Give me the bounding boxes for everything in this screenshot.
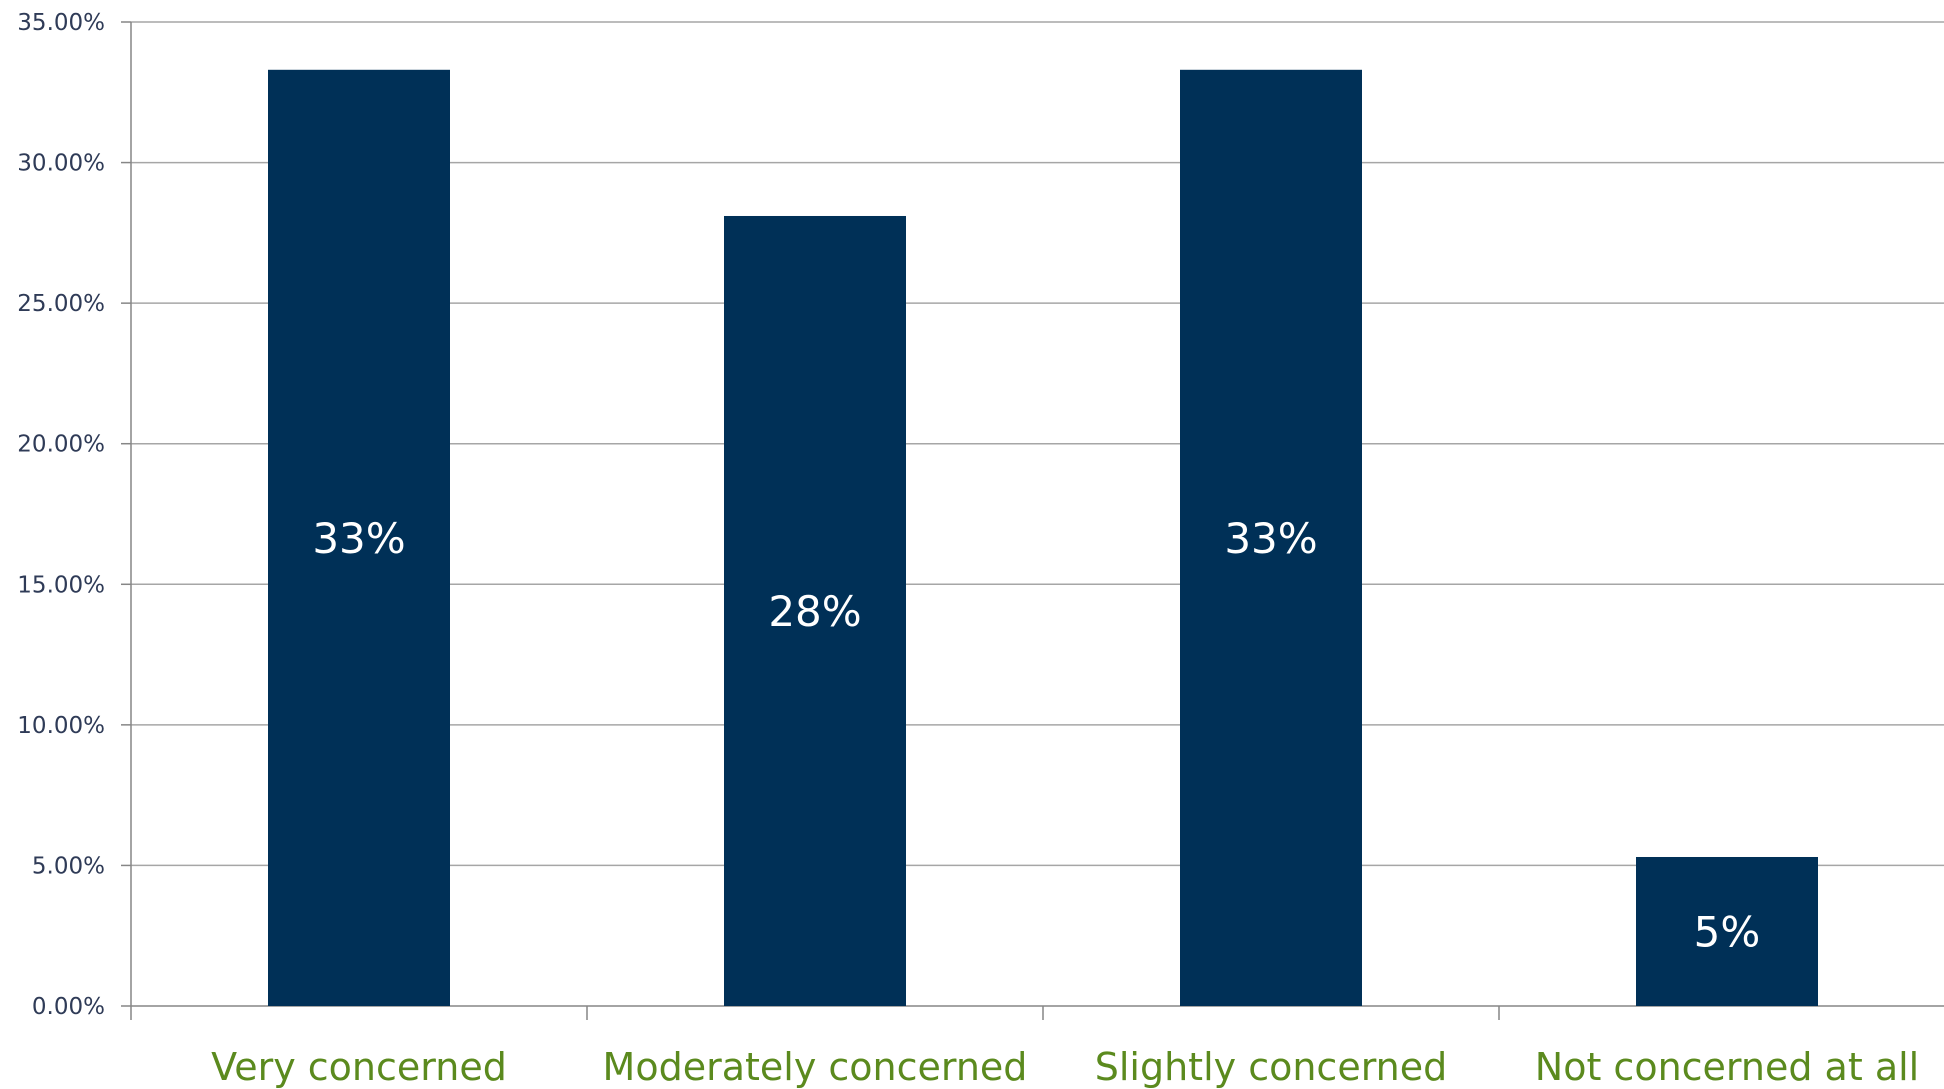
bar [724,215,906,1006]
y-tick-label: 15.00% [17,572,105,598]
y-tick-label: 20.00% [17,432,105,458]
bar [268,69,450,1006]
x-tick-label: Not concerned at all [1535,1045,1919,1089]
data-label: 5% [1694,907,1761,956]
bar [1180,69,1362,1006]
y-tick-label: 10.00% [17,713,105,739]
data-label: 33% [1224,514,1317,563]
data-label: 33% [312,514,405,563]
bar [1636,856,1818,1006]
y-tick-label: 5.00% [32,853,105,879]
y-tick-label: 35.00% [17,10,105,36]
x-tick-label: Moderately concerned [603,1045,1028,1089]
y-tick-label: 30.00% [17,151,105,177]
x-tick-label: Slightly concerned [1095,1045,1448,1089]
y-tick-label: 0.00% [32,994,105,1020]
data-label: 28% [768,587,861,636]
y-tick-label: 25.00% [17,291,105,317]
x-tick-label: Very concerned [211,1045,507,1089]
